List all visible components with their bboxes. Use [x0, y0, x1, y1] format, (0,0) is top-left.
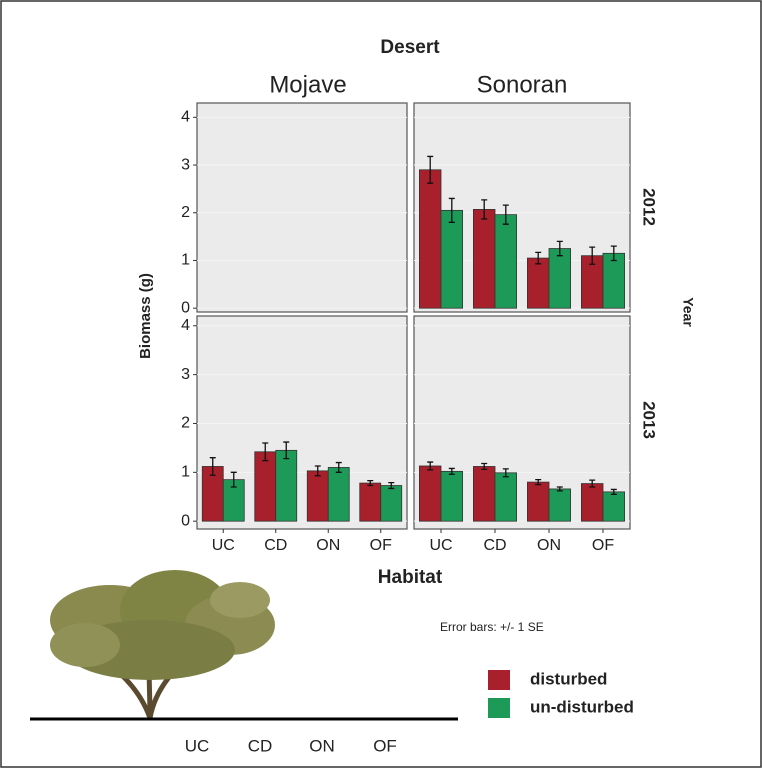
error-bar [314, 465, 321, 477]
diagram-label: CD [248, 736, 273, 755]
x-tick-label: CD [483, 537, 506, 554]
row-title: Year [680, 297, 696, 327]
y-tick-label: 3 [181, 366, 190, 383]
bar [472, 466, 496, 522]
x-tick-label: ON [316, 537, 340, 554]
error-bar [610, 245, 617, 262]
y-tick-label: 3 [181, 156, 190, 173]
tree-illustration [50, 570, 275, 719]
bar [494, 472, 518, 522]
panel [196, 102, 408, 313]
y-tick-label: 4 [181, 317, 190, 334]
y-tick-label: 1 [181, 252, 190, 269]
x-tick-label: ON [537, 537, 561, 554]
bar [527, 481, 550, 522]
diagram-label: UC [185, 736, 210, 755]
y-tick-label: 4 [181, 109, 190, 126]
bar [602, 491, 626, 522]
y-tick-label: 0 [181, 299, 190, 316]
y-tick-label: 2 [181, 204, 190, 221]
error-bar [448, 197, 455, 223]
error-bar [535, 251, 542, 265]
bar [602, 252, 626, 309]
bar [581, 483, 604, 522]
error-bar [427, 155, 434, 184]
error-bar [481, 462, 488, 471]
bar [418, 465, 442, 522]
error-bar [335, 461, 342, 473]
error-bar [481, 199, 488, 220]
legend-label: un-disturbed [530, 697, 634, 716]
error-bar [283, 441, 290, 460]
error-bar [230, 471, 237, 488]
error-bar [502, 468, 509, 478]
bar [494, 214, 518, 309]
y-tick-label: 2 [181, 415, 190, 432]
bar [254, 451, 277, 522]
x-tick-label: UC [212, 537, 235, 554]
y-axis-label: Biomass (g) [137, 273, 154, 359]
diagram-label: OF [373, 736, 397, 755]
x-tick-label: OF [592, 537, 614, 554]
bar [548, 248, 572, 309]
note: Error bars: +/- 1 SE [440, 620, 544, 634]
title: Desert [380, 37, 440, 58]
diagram-label: ON [309, 736, 335, 755]
bar [359, 482, 382, 522]
error-bar [502, 204, 509, 225]
error-bar [610, 488, 617, 495]
error-bar [388, 481, 395, 490]
legend-swatch [488, 698, 510, 718]
bar [327, 467, 350, 522]
error-bar [427, 461, 434, 471]
error-bar [262, 442, 269, 462]
error-bar [448, 467, 455, 475]
bar [306, 470, 329, 522]
error-bar [535, 479, 542, 486]
x-tick-label: UC [429, 537, 452, 554]
y-tick-label: 0 [181, 512, 190, 529]
bar [548, 488, 572, 522]
error-bar [589, 479, 596, 488]
bar [440, 209, 464, 309]
bar [418, 169, 442, 309]
error-bar [367, 479, 374, 487]
bar [380, 485, 403, 522]
legend-label: disturbed [530, 669, 607, 688]
row-label: 2012 [640, 188, 659, 226]
bar [440, 470, 464, 522]
x-tick-label: OF [370, 537, 392, 554]
column-label: Mojave [269, 71, 346, 98]
x-axis-label: Habitat [378, 567, 443, 588]
legend-swatch [488, 670, 510, 690]
y-tick-label: 1 [181, 464, 190, 481]
row-label: 2013 [640, 401, 659, 439]
error-bar [209, 457, 216, 476]
column-label: Sonoran [477, 71, 568, 98]
error-bar [556, 240, 563, 257]
bar [527, 257, 550, 309]
bar [275, 449, 298, 522]
x-tick-label: CD [264, 537, 287, 554]
bar [472, 209, 496, 309]
error-bar [556, 486, 563, 492]
error-bar [589, 246, 596, 265]
